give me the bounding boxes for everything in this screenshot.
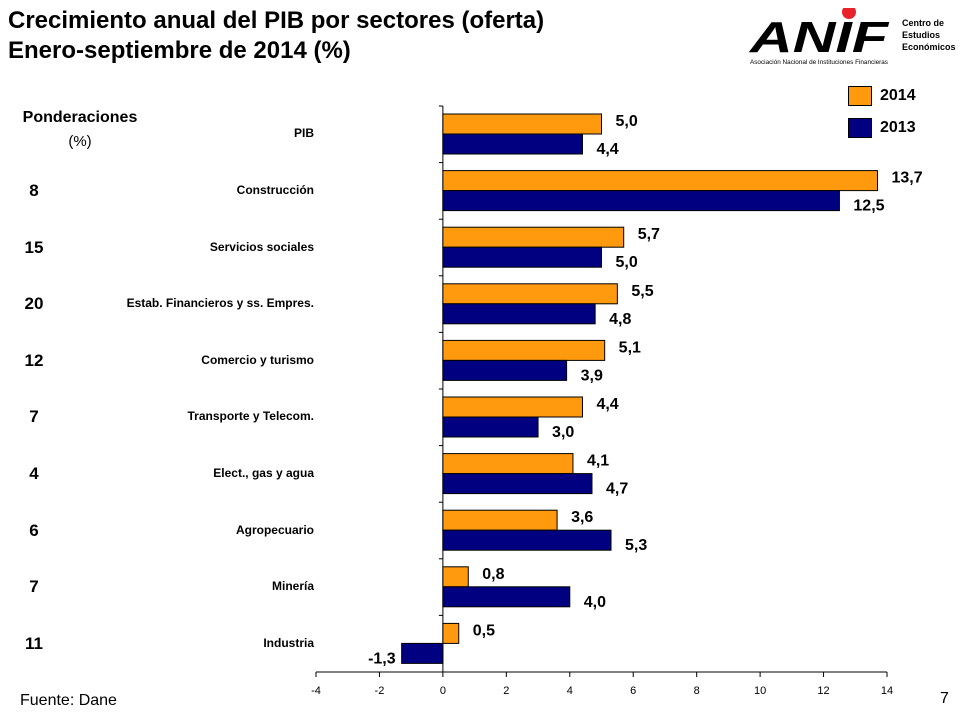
bar-2013	[442, 303, 596, 325]
category-label: Comercio y turismo	[201, 352, 314, 367]
weight-value: 7	[29, 407, 39, 427]
bar-2014	[442, 113, 602, 135]
weight-value: 7	[29, 577, 39, 597]
x-tick-label: 8	[694, 685, 700, 697]
weight-value: 11	[25, 633, 43, 653]
category-label: Elect., gas y agua	[213, 465, 314, 480]
weight-value: 12	[24, 350, 44, 370]
bar-2013	[442, 473, 593, 495]
category-label: Agropecuario	[235, 522, 314, 537]
bar-2013	[442, 416, 539, 438]
legend-swatch-2013	[848, 118, 872, 138]
x-tick-label: 2	[503, 685, 509, 697]
data-label-2014: 5,1	[619, 339, 641, 356]
data-label-2013: 3,0	[552, 424, 574, 441]
bar-2014	[442, 453, 574, 475]
logo-mark: ANIF	[749, 13, 890, 62]
bar-2014	[442, 622, 460, 644]
data-label-2013: 4,4	[596, 141, 618, 158]
bar-2014	[442, 509, 558, 531]
data-label-2013: 5,0	[616, 254, 638, 271]
data-label-2014: 4,4	[596, 396, 618, 413]
bar-2014	[442, 396, 583, 418]
bar-2013	[442, 246, 602, 268]
category-label: Transporte y Telecom.	[187, 409, 315, 424]
weight-value: 8	[29, 180, 39, 200]
weight-value: 6	[29, 520, 39, 540]
bar-2014	[442, 339, 606, 361]
legend-item-2014: 2014	[848, 86, 916, 106]
bar-2013	[442, 133, 583, 155]
data-label-2014: 3,6	[571, 509, 593, 526]
category-label: Construcción	[236, 182, 314, 197]
category-label: Industria	[263, 635, 314, 650]
bar-2014	[442, 283, 618, 305]
data-label-2014: 0,5	[473, 622, 495, 639]
weight-value: 4	[29, 463, 39, 483]
data-label-2014: 5,7	[638, 226, 660, 243]
weights-header-line2: (%)	[68, 133, 92, 150]
x-tick-label: 0	[440, 685, 446, 697]
category-label: Estab. Financieros y ss. Empres.	[126, 296, 314, 311]
bar-2014	[442, 566, 469, 588]
weight-value: 20	[24, 294, 44, 314]
x-tick-label: 10	[754, 685, 766, 697]
logo-org-line2: Estudios	[902, 30, 940, 40]
weights-header: Ponderaciones (%)	[10, 106, 150, 154]
chart-title: Crecimiento anual del PIB por sectores (…	[8, 6, 544, 66]
title-line-2: Enero-septiembre de 2014 (%)	[8, 37, 351, 64]
weights-header-line1: Ponderaciones	[22, 109, 138, 126]
anif-logo: ANIF Asociación Nacional de Institucione…	[749, 8, 956, 66]
source-note: Fuente: Dane	[20, 692, 117, 709]
data-label-2014: 5,5	[631, 283, 653, 300]
data-label-2014: 13,7	[891, 170, 922, 187]
x-tick-label: 4	[567, 685, 573, 697]
weight-value: 15	[24, 237, 44, 257]
bar-2014	[442, 226, 625, 248]
x-tick-label: 6	[630, 685, 636, 697]
legend-label-2013: 2013	[880, 119, 916, 136]
legend-swatch-2014	[848, 86, 872, 106]
logo-red-dot	[842, 8, 856, 19]
x-tick-label: 14	[881, 685, 893, 697]
logo-org-line1: Centro de	[902, 18, 944, 28]
data-label-2013: 3,9	[581, 367, 603, 384]
data-label-2013: 4,0	[584, 594, 606, 611]
bar-2013	[442, 190, 840, 212]
bar-2013	[442, 586, 571, 608]
data-label-2013: 12,5	[853, 198, 884, 215]
data-label-2014: 5,0	[616, 113, 638, 130]
title-line-1: Crecimiento anual del PIB por sectores (…	[8, 7, 545, 34]
bar-2013	[401, 642, 444, 664]
logo-org-line3: Económicos	[902, 42, 956, 52]
data-label-2014: 0,8	[482, 566, 504, 583]
bar-2014	[442, 170, 878, 192]
legend-item-2013: 2013	[848, 118, 916, 138]
data-label-2013: 4,7	[606, 481, 628, 498]
x-tick-label: -2	[375, 685, 385, 697]
legend-label-2014: 2014	[880, 87, 916, 104]
bar-2013	[442, 359, 568, 381]
data-label-2013: -1,3	[368, 650, 396, 667]
data-label-2013: 4,8	[609, 311, 631, 328]
x-tick-label: 12	[817, 685, 829, 697]
category-label: PIB	[293, 126, 314, 141]
data-label-2013: 5,3	[625, 537, 647, 554]
bar-2013	[442, 529, 612, 551]
data-label-2014: 4,1	[587, 453, 609, 470]
category-label: Servicios sociales	[209, 239, 314, 254]
page-number: 7	[940, 690, 949, 707]
x-tick-label: -4	[311, 685, 321, 697]
category-label: Minería	[271, 579, 314, 594]
logo-org-full: Asociación Nacional de Instituciones Fin…	[750, 60, 888, 66]
